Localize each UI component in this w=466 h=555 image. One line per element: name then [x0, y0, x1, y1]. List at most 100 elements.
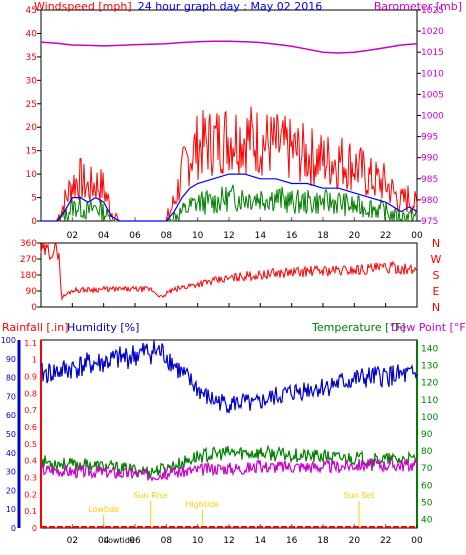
windspeed-tick-label: 5 [31, 194, 37, 204]
rainfall-tick-label: 0.2 [24, 490, 37, 499]
windspeed-tick-label: 20 [26, 123, 38, 133]
rainfall-tick-label: 0.5 [24, 440, 37, 449]
barometer-tick-label: 975 [421, 217, 438, 227]
humidity-line [40, 340, 418, 414]
temperature-tick-label: 60 [421, 481, 433, 491]
humidity-x-tick-label: 04 [98, 536, 110, 546]
windspeed-tick-label: 15 [26, 147, 37, 157]
windspeed-axis-label: Windspeed [mph] [34, 0, 132, 13]
humidity-x-tick-label: 22 [380, 536, 391, 546]
temperature-tick-label: 40 [421, 515, 433, 525]
humidity-tick-label: 0 [11, 524, 16, 533]
direction-tick-label: 360 [20, 239, 37, 249]
humidity-x-tick-label: 08 [161, 536, 173, 546]
direction-tick-label: 180 [20, 271, 37, 281]
compass-label: E [433, 285, 440, 298]
wind-x-tick-label: 18 [317, 231, 329, 241]
temperature-tick-label: 130 [421, 362, 438, 372]
direction-tick-label: 270 [20, 255, 37, 265]
humidity-x-tick-label: 00 [411, 536, 423, 546]
humidity-tick-label: 100 [1, 336, 16, 345]
wind-x-tick-label: 00 [411, 231, 423, 241]
direction-tick-label: 0 [31, 303, 37, 313]
direction-tick-label: 90 [26, 287, 38, 297]
humidity-x-tick-label: 14 [255, 536, 267, 546]
wind-x-tick-label: 16 [286, 231, 298, 241]
average-line [41, 173, 418, 222]
barometer-tick-label: 980 [421, 196, 438, 206]
windspeed-tick-label: 10 [26, 170, 38, 180]
wind-x-tick-label: 22 [380, 231, 391, 241]
humidity-tick-label: 50 [6, 430, 16, 439]
barometer-tick-label: 1005 [421, 90, 444, 100]
humidity-x-tick-label: 20 [349, 536, 361, 546]
wind-x-tick-label: 20 [349, 231, 361, 241]
wind-x-tick-label: 02 [67, 231, 78, 241]
wind-x-tick-label: 04 [98, 231, 110, 241]
event-label: Sun Rise [133, 491, 168, 500]
temperature-tick-label: 80 [421, 447, 433, 457]
rainfall-tick-label: 0.1 [24, 507, 37, 516]
rainfall-tick-label: 0.9 [24, 372, 37, 381]
dewpoint-axis-label: Dew Point [°F] [391, 321, 466, 334]
chart-title: 24 hour graph day : May 02 2016 [138, 0, 323, 13]
barometer-axis-label: Barometer [mb] [374, 0, 462, 13]
humidity-x-tick-label: 18 [317, 536, 329, 546]
rainfall-axis-label: Rainfall [.in] [2, 321, 69, 334]
compass-label: S [433, 269, 440, 282]
humidity-tick-label: 70 [6, 392, 16, 401]
event-label: Lowtide [88, 505, 119, 514]
humidity-axis-label: Humidity [%] [67, 321, 139, 334]
barometer-tick-label: 1015 [421, 48, 444, 58]
rainfall-tick-label: 1.1 [24, 339, 37, 348]
rainfall-tick-label: 1 [32, 356, 37, 365]
humidity-x-tick-label: 16 [286, 536, 298, 546]
rainfall-tick-label: 0.8 [24, 389, 37, 398]
temperature-tick-label: 120 [421, 379, 438, 389]
wind-x-tick-label: 12 [223, 231, 234, 241]
gust-line [41, 106, 418, 222]
rainfall-tick-label: 0 [32, 524, 37, 533]
barometer-tick-label: 990 [421, 154, 438, 164]
windspeed-tick-label: 25 [26, 100, 37, 110]
barometer-tick-label: 1020 [421, 27, 444, 37]
direction-line [40, 242, 418, 301]
barometer-line [40, 40, 418, 54]
direction-plot-frame [40, 242, 418, 308]
barometer-tick-label: 985 [421, 175, 438, 185]
wind-x-tick-label: 08 [161, 231, 173, 241]
rainfall-tick-label: 0.7 [24, 406, 37, 415]
temperature-tick-label: 110 [421, 396, 438, 406]
humidity-tick-label: 30 [6, 468, 16, 477]
barometer-tick-label: 1025 [421, 6, 444, 16]
rainfall-tick-label: 0.3 [24, 473, 37, 482]
rainfall-tick-label: 0.4 [24, 457, 37, 466]
rainfall-tick-label: 0.6 [24, 423, 37, 432]
humidity-x-tick-label: 06 [129, 536, 141, 546]
temperature-tick-label: 100 [421, 413, 438, 423]
temperature-axis-label: Temperature [°F] [311, 321, 406, 334]
speed-line [41, 184, 418, 223]
humidity-tick-label: 60 [6, 411, 16, 420]
event-label: Lowtide [104, 536, 135, 545]
barometer-tick-label: 1010 [421, 69, 444, 79]
humidity-x-tick-label: 12 [223, 536, 234, 546]
barometer-tick-label: 1000 [421, 112, 444, 122]
windspeed-tick-label: 0 [31, 217, 37, 227]
humidity-x-tick-label: 02 [67, 536, 78, 546]
temperature-tick-label: 50 [421, 498, 433, 508]
humidity-tick-label: 80 [6, 374, 16, 383]
event-label: Sun Set [344, 491, 375, 500]
wind-x-tick-label: 14 [255, 231, 267, 241]
windspeed-tick-label: 30 [26, 76, 38, 86]
wind-x-tick-label: 06 [129, 231, 141, 241]
humidity-x-tick-label: 10 [192, 536, 204, 546]
temperature-tick-label: 90 [421, 430, 433, 440]
windspeed-tick-label: 35 [26, 53, 37, 63]
dewpoint-line [40, 456, 418, 482]
compass-label: W [431, 253, 442, 266]
compass-label: N [432, 237, 440, 250]
windspeed-tick-label: 40 [26, 29, 38, 39]
temperature-tick-label: 140 [421, 345, 438, 355]
barometer-tick-label: 995 [421, 133, 438, 143]
